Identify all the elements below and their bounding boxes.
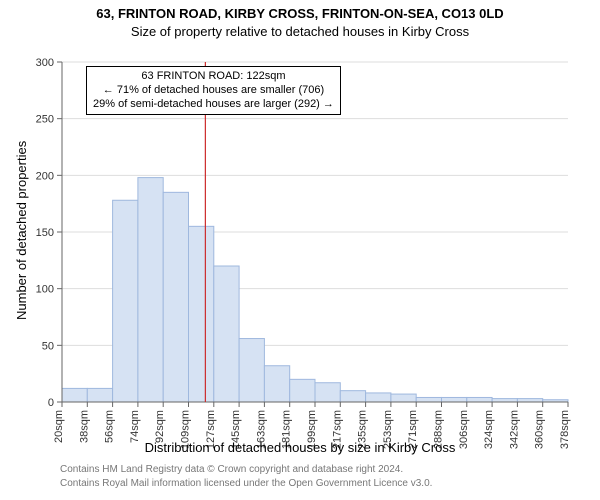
histogram-bar — [87, 388, 112, 402]
histogram-bar — [416, 397, 441, 402]
ytick-label: 250 — [36, 114, 54, 126]
histogram-bar — [214, 266, 239, 402]
xtick-label: 20sqm — [53, 410, 65, 443]
histogram-bar — [340, 391, 365, 402]
histogram-bar — [264, 366, 289, 402]
attribution-line3: Contains Royal Mail information licensed… — [60, 478, 432, 489]
chart-container: 63, FRINTON ROAD, KIRBY CROSS, FRINTON-O… — [0, 0, 600, 500]
histogram-bar — [239, 339, 264, 402]
ytick-label: 300 — [36, 57, 54, 69]
histogram-bar — [366, 393, 391, 402]
ytick-label: 200 — [36, 170, 54, 182]
annotation-line3: 29% of semi-detached houses are larger (… — [93, 98, 334, 112]
histogram-bar — [189, 226, 214, 402]
histogram-bar — [467, 397, 492, 402]
ytick-label: 0 — [48, 397, 54, 409]
xtick-label: 56sqm — [104, 410, 116, 443]
ytick-label: 150 — [36, 227, 54, 239]
histogram-bar — [290, 379, 315, 402]
xtick-label: 38sqm — [78, 410, 90, 443]
histogram-bar — [442, 397, 467, 402]
ytick-label: 100 — [36, 284, 54, 296]
annotation-line2: ← 71% of detached houses are smaller (70… — [93, 84, 334, 98]
xtick-label: 74sqm — [129, 410, 141, 443]
xtick-label: 92sqm — [154, 410, 166, 443]
histogram-bar — [315, 383, 340, 402]
histogram-bar — [113, 200, 138, 402]
histogram-bar — [138, 178, 163, 402]
ytick-label: 50 — [42, 340, 54, 352]
x-axis-label: Distribution of detached houses by size … — [0, 440, 600, 455]
histogram-bar — [391, 394, 416, 402]
attribution-line1: Contains HM Land Registry data © Crown c… — [60, 464, 403, 475]
histogram-bar — [517, 399, 542, 402]
histogram-bar — [163, 192, 188, 402]
marker-annotation: 63 FRINTON ROAD: 122sqm ← 71% of detache… — [86, 66, 341, 115]
histogram-bar — [62, 388, 87, 402]
histogram-bar — [492, 399, 517, 402]
annotation-line1: 63 FRINTON ROAD: 122sqm — [93, 70, 334, 84]
